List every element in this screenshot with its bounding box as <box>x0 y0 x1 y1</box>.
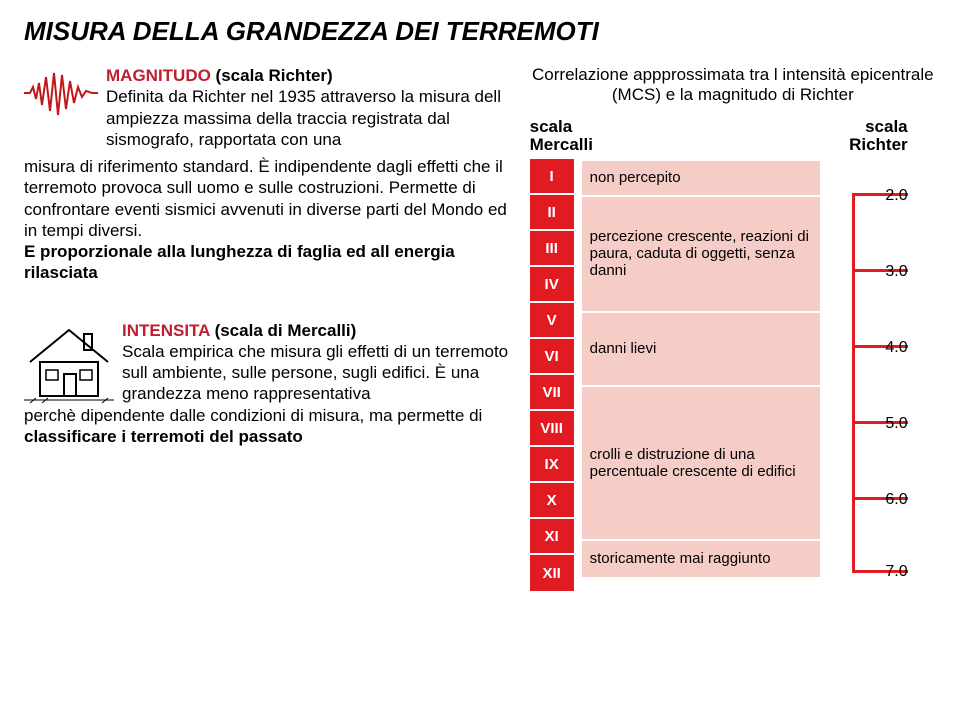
mercalli-cell: IX <box>530 447 574 483</box>
intensita-para-wrap: perchè dipendente dalle condizioni di mi… <box>24 405 510 448</box>
description-band: crolli e distruzione di una percentuale … <box>582 387 820 541</box>
mercalli-column: scalaMercalli IIIIIIIVVVIVIIVIIIIXXXIXII <box>530 118 574 591</box>
magnitudo-label: MAGNITUDO <box>106 66 211 85</box>
mercalli-cell: VIII <box>530 411 574 447</box>
description-band: danni lievi <box>582 313 820 387</box>
mercalli-cell: XII <box>530 555 574 591</box>
magnitudo-body1a: Definita da Richter nel 1935 attraverso … <box>106 87 501 149</box>
description-band: percezione crescente, reazioni di paura,… <box>582 197 820 313</box>
mercalli-cell: IV <box>530 267 574 303</box>
mercalli-stack: IIIIIIIVVVIVIIVIIIIXXXIXII <box>530 159 574 591</box>
intensita-paren: (scala di Mercalli) <box>210 321 356 340</box>
richter-segment: 6.07.0 <box>852 497 908 573</box>
content-row: MAGNITUDO (scala Richter) Definita da Ri… <box>24 65 936 649</box>
richter-column: scalaRichter 2.03.04.05.06.07.0 <box>828 118 908 649</box>
richter-tick-label: 4.0 <box>885 339 907 357</box>
magnitudo-para-wrap: misura di riferimento standard. È indipe… <box>24 156 510 284</box>
mercalli-head: scalaMercalli <box>530 118 574 155</box>
description-band: non percepito <box>582 161 820 197</box>
description-band: storicamente mai raggiunto <box>582 541 820 579</box>
richter-tick-label: 5.0 <box>885 415 907 433</box>
richter-tick-label: 2.0 <box>885 187 907 205</box>
richter-segment: 3.0 <box>852 269 908 345</box>
mercalli-cell: XI <box>530 519 574 555</box>
intensita-body-b: perchè dipendente dalle condizioni di mi… <box>24 406 482 425</box>
intensita-block: INTENSITA (scala di Mercalli) Scala empi… <box>24 320 510 405</box>
description-stack: non percepitopercezione crescente, reazi… <box>582 161 820 579</box>
page-title: MISURA DELLA GRANDEZZA DEI TERREMOTI <box>24 16 936 47</box>
magnitudo-para-top: MAGNITUDO (scala Richter) Definita da Ri… <box>106 65 510 150</box>
mercalli-cell: VI <box>530 339 574 375</box>
mercalli-cell: I <box>530 159 574 195</box>
intensita-para-top: INTENSITA (scala di Mercalli) Scala empi… <box>122 320 510 405</box>
magnitudo-bold-tail: E proporzionale alla lunghezza di faglia… <box>24 242 455 282</box>
richter-head: scalaRichter <box>828 118 908 155</box>
description-column: non percepitopercezione crescente, reazi… <box>582 118 820 579</box>
richter-tick-label: 7.0 <box>885 563 907 581</box>
magnitudo-body1b: misura di riferimento standard. È indipe… <box>24 157 507 240</box>
richter-segment: 4.0 <box>852 345 908 421</box>
magnitudo-block: MAGNITUDO (scala Richter) Definita da Ri… <box>24 65 510 150</box>
richter-segment: 2.0 <box>852 193 908 269</box>
mercalli-cell: III <box>530 231 574 267</box>
right-column: Correlazione appprossimata tra l intensi… <box>530 65 936 649</box>
correlation-chart: scalaMercalli IIIIIIIVVVIVIIVIIIIXXXIXII… <box>530 118 936 649</box>
house-icon <box>24 320 114 404</box>
intensita-body-a: Scala empirica che misura gli effetti di… <box>122 342 508 404</box>
intensita-bold-tail: classificare i terremoti del passato <box>24 427 303 446</box>
mercalli-cell: VII <box>530 375 574 411</box>
mercalli-cell: II <box>530 195 574 231</box>
correlation-title: Correlazione appprossimata tra l intensi… <box>530 65 936 106</box>
mercalli-cell: X <box>530 483 574 519</box>
mercalli-cell: V <box>530 303 574 339</box>
richter-stack: 2.03.04.05.06.07.0 <box>828 193 908 649</box>
seismogram-icon <box>24 65 98 121</box>
richter-tick-label: 6.0 <box>885 491 907 509</box>
magnitudo-paren: (scala Richter) <box>211 66 333 85</box>
left-column: MAGNITUDO (scala Richter) Definita da Ri… <box>24 65 510 649</box>
richter-tick-label: 3.0 <box>885 263 907 281</box>
intensita-label: INTENSITA <box>122 321 210 340</box>
richter-segment: 5.0 <box>852 421 908 497</box>
